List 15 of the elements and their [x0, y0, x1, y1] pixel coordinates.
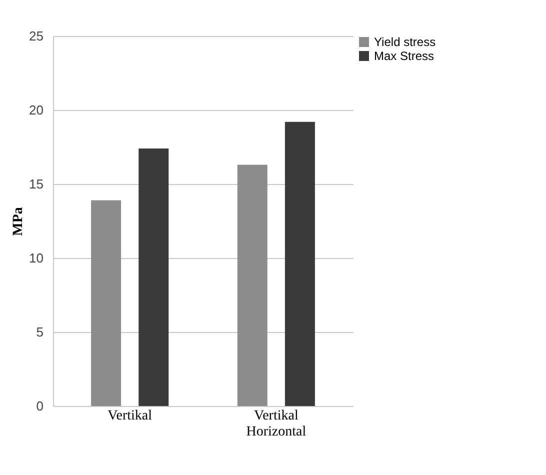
bar [91, 200, 122, 406]
y-axis-title: MPa [11, 207, 26, 236]
bar [284, 122, 315, 406]
y-tick-label: 5 [36, 324, 44, 340]
legend-label: Max Stress [374, 49, 434, 63]
bar [237, 164, 268, 406]
y-tick-label: 20 [29, 102, 44, 118]
y-tick-label: 10 [29, 250, 44, 266]
bar [138, 148, 169, 406]
y-tick-label: 15 [29, 176, 44, 192]
y-tick-label: 25 [29, 28, 44, 44]
y-tick-label: 0 [36, 398, 44, 414]
x-tick-label: Vertikal [108, 408, 152, 424]
x-tick-label: Vertikal Horizontal [246, 408, 306, 440]
legend-label: Yield stress [374, 35, 436, 49]
